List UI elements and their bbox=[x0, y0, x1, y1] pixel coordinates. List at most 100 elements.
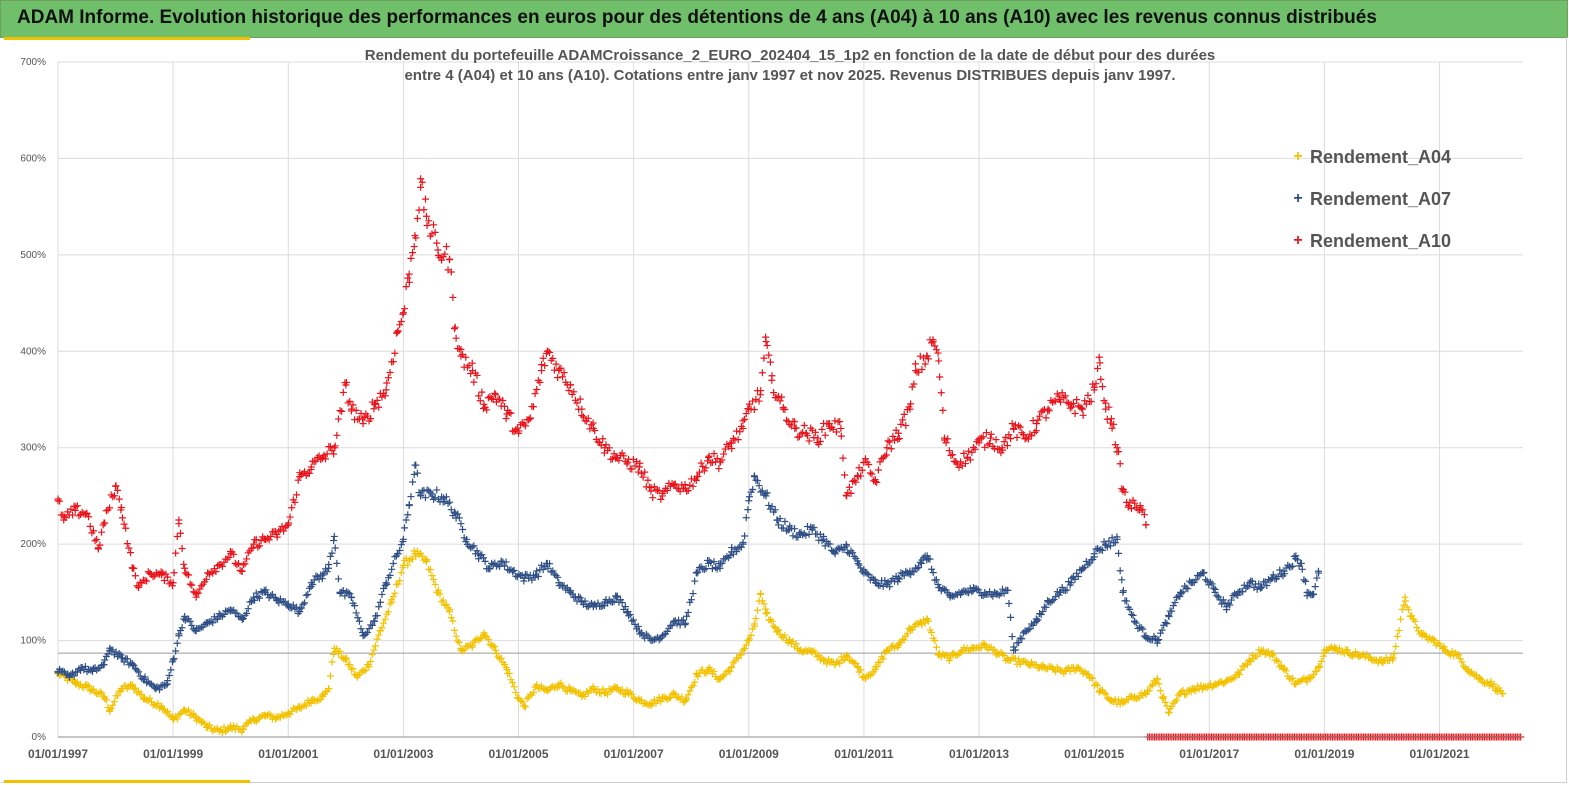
a07-point bbox=[1156, 629, 1164, 637]
y-axis-ticks: 0% 100% 200% 300% 400% 500% 600% 700% bbox=[20, 57, 46, 743]
a10-point bbox=[378, 393, 386, 401]
a04-point bbox=[512, 689, 520, 697]
a10-point bbox=[565, 387, 573, 395]
a10-point bbox=[114, 486, 122, 494]
a07-point bbox=[1000, 589, 1008, 597]
a07-point bbox=[1119, 588, 1127, 596]
a10-point bbox=[945, 447, 953, 455]
a04-point bbox=[684, 691, 692, 699]
a07-point bbox=[1016, 634, 1024, 642]
a07-point bbox=[1033, 617, 1041, 625]
a07-point bbox=[802, 531, 810, 539]
a04-point bbox=[102, 696, 110, 704]
a07-point bbox=[785, 526, 793, 534]
a07-point bbox=[302, 591, 310, 599]
a10-point bbox=[968, 448, 976, 456]
a07-point bbox=[803, 522, 811, 530]
a04-point bbox=[346, 660, 354, 668]
a07-point bbox=[689, 590, 697, 598]
a10-point bbox=[346, 397, 354, 405]
a07-point bbox=[404, 511, 412, 519]
a07-point bbox=[120, 658, 128, 666]
a04-point bbox=[955, 650, 963, 658]
x-tick-label: 01/01/2009 bbox=[719, 747, 779, 761]
a04-point bbox=[958, 646, 966, 654]
x-tick-label: 01/01/2007 bbox=[604, 747, 664, 761]
a10-point bbox=[826, 424, 834, 432]
a04-point bbox=[128, 681, 136, 689]
a10-point bbox=[1032, 427, 1040, 435]
a07-point bbox=[854, 559, 862, 567]
a07-point bbox=[1280, 567, 1288, 575]
a07-point bbox=[299, 600, 307, 608]
a10-point bbox=[778, 393, 786, 401]
a04-point bbox=[439, 596, 447, 604]
a07-point bbox=[261, 588, 269, 596]
a07-point bbox=[359, 632, 367, 640]
a04-point bbox=[110, 697, 118, 705]
plus-marker-icon: + bbox=[1293, 190, 1303, 207]
a10-point bbox=[172, 549, 180, 557]
a04-point bbox=[85, 682, 93, 690]
a10-point bbox=[573, 399, 581, 407]
a07-point bbox=[1311, 583, 1319, 591]
a04-point bbox=[1418, 632, 1426, 640]
a07-point bbox=[581, 597, 589, 605]
legend-item-a07[interactable]: + Rendement_A07 bbox=[1288, 178, 1451, 220]
a10-point bbox=[693, 473, 701, 481]
a04-point bbox=[284, 709, 292, 717]
a10-point bbox=[212, 568, 220, 576]
a07-point bbox=[939, 585, 947, 593]
a04-point bbox=[1184, 687, 1192, 695]
a07-point bbox=[1015, 639, 1023, 647]
a07-point bbox=[1182, 584, 1190, 592]
a04-point bbox=[1192, 686, 1200, 694]
a07-point bbox=[870, 575, 878, 583]
a04-point bbox=[445, 608, 453, 616]
a04-point bbox=[1247, 658, 1255, 666]
a04-point bbox=[394, 580, 402, 588]
a04-point bbox=[1422, 633, 1430, 641]
a04-point bbox=[218, 729, 226, 737]
a07-point bbox=[375, 603, 383, 611]
a10-point bbox=[755, 397, 763, 405]
legend-item-a04[interactable]: + Rendement_A04 bbox=[1288, 136, 1451, 178]
a04-point bbox=[634, 695, 642, 703]
a04-point bbox=[1456, 655, 1464, 663]
a07-point bbox=[1192, 576, 1200, 584]
a10-point bbox=[541, 362, 549, 370]
a07-point bbox=[1176, 593, 1184, 601]
a10-point bbox=[333, 431, 341, 439]
a10-point bbox=[802, 429, 810, 437]
a07-point bbox=[407, 493, 415, 501]
a10-point bbox=[301, 468, 309, 476]
a10-point bbox=[235, 559, 243, 567]
a10-point bbox=[670, 480, 678, 488]
a07-point bbox=[1246, 579, 1254, 587]
a10-point bbox=[384, 374, 392, 382]
a04-point bbox=[373, 635, 381, 643]
a10-point bbox=[998, 444, 1006, 452]
a07-point bbox=[371, 617, 379, 625]
a04-point bbox=[992, 648, 1000, 656]
a10-point bbox=[117, 504, 125, 511]
a10-point bbox=[932, 346, 940, 354]
a10-point bbox=[699, 463, 707, 471]
a07-point bbox=[1021, 627, 1029, 635]
a07-point bbox=[66, 673, 74, 681]
a10-point bbox=[288, 504, 296, 512]
a07-point bbox=[486, 564, 494, 572]
a04-point bbox=[1273, 656, 1281, 664]
a04-point bbox=[887, 643, 895, 651]
a10-point bbox=[900, 410, 908, 418]
a10-point bbox=[307, 463, 315, 471]
a07-point bbox=[1211, 588, 1219, 596]
a10-point bbox=[123, 540, 131, 548]
a10-point bbox=[468, 359, 476, 367]
accent-strip-top bbox=[4, 37, 250, 40]
a04-point bbox=[1390, 650, 1398, 658]
a04-point bbox=[1234, 670, 1242, 678]
legend-item-a10[interactable]: + Rendement_A10 bbox=[1288, 220, 1451, 262]
a10-point bbox=[766, 358, 774, 366]
a07-point bbox=[855, 561, 863, 569]
